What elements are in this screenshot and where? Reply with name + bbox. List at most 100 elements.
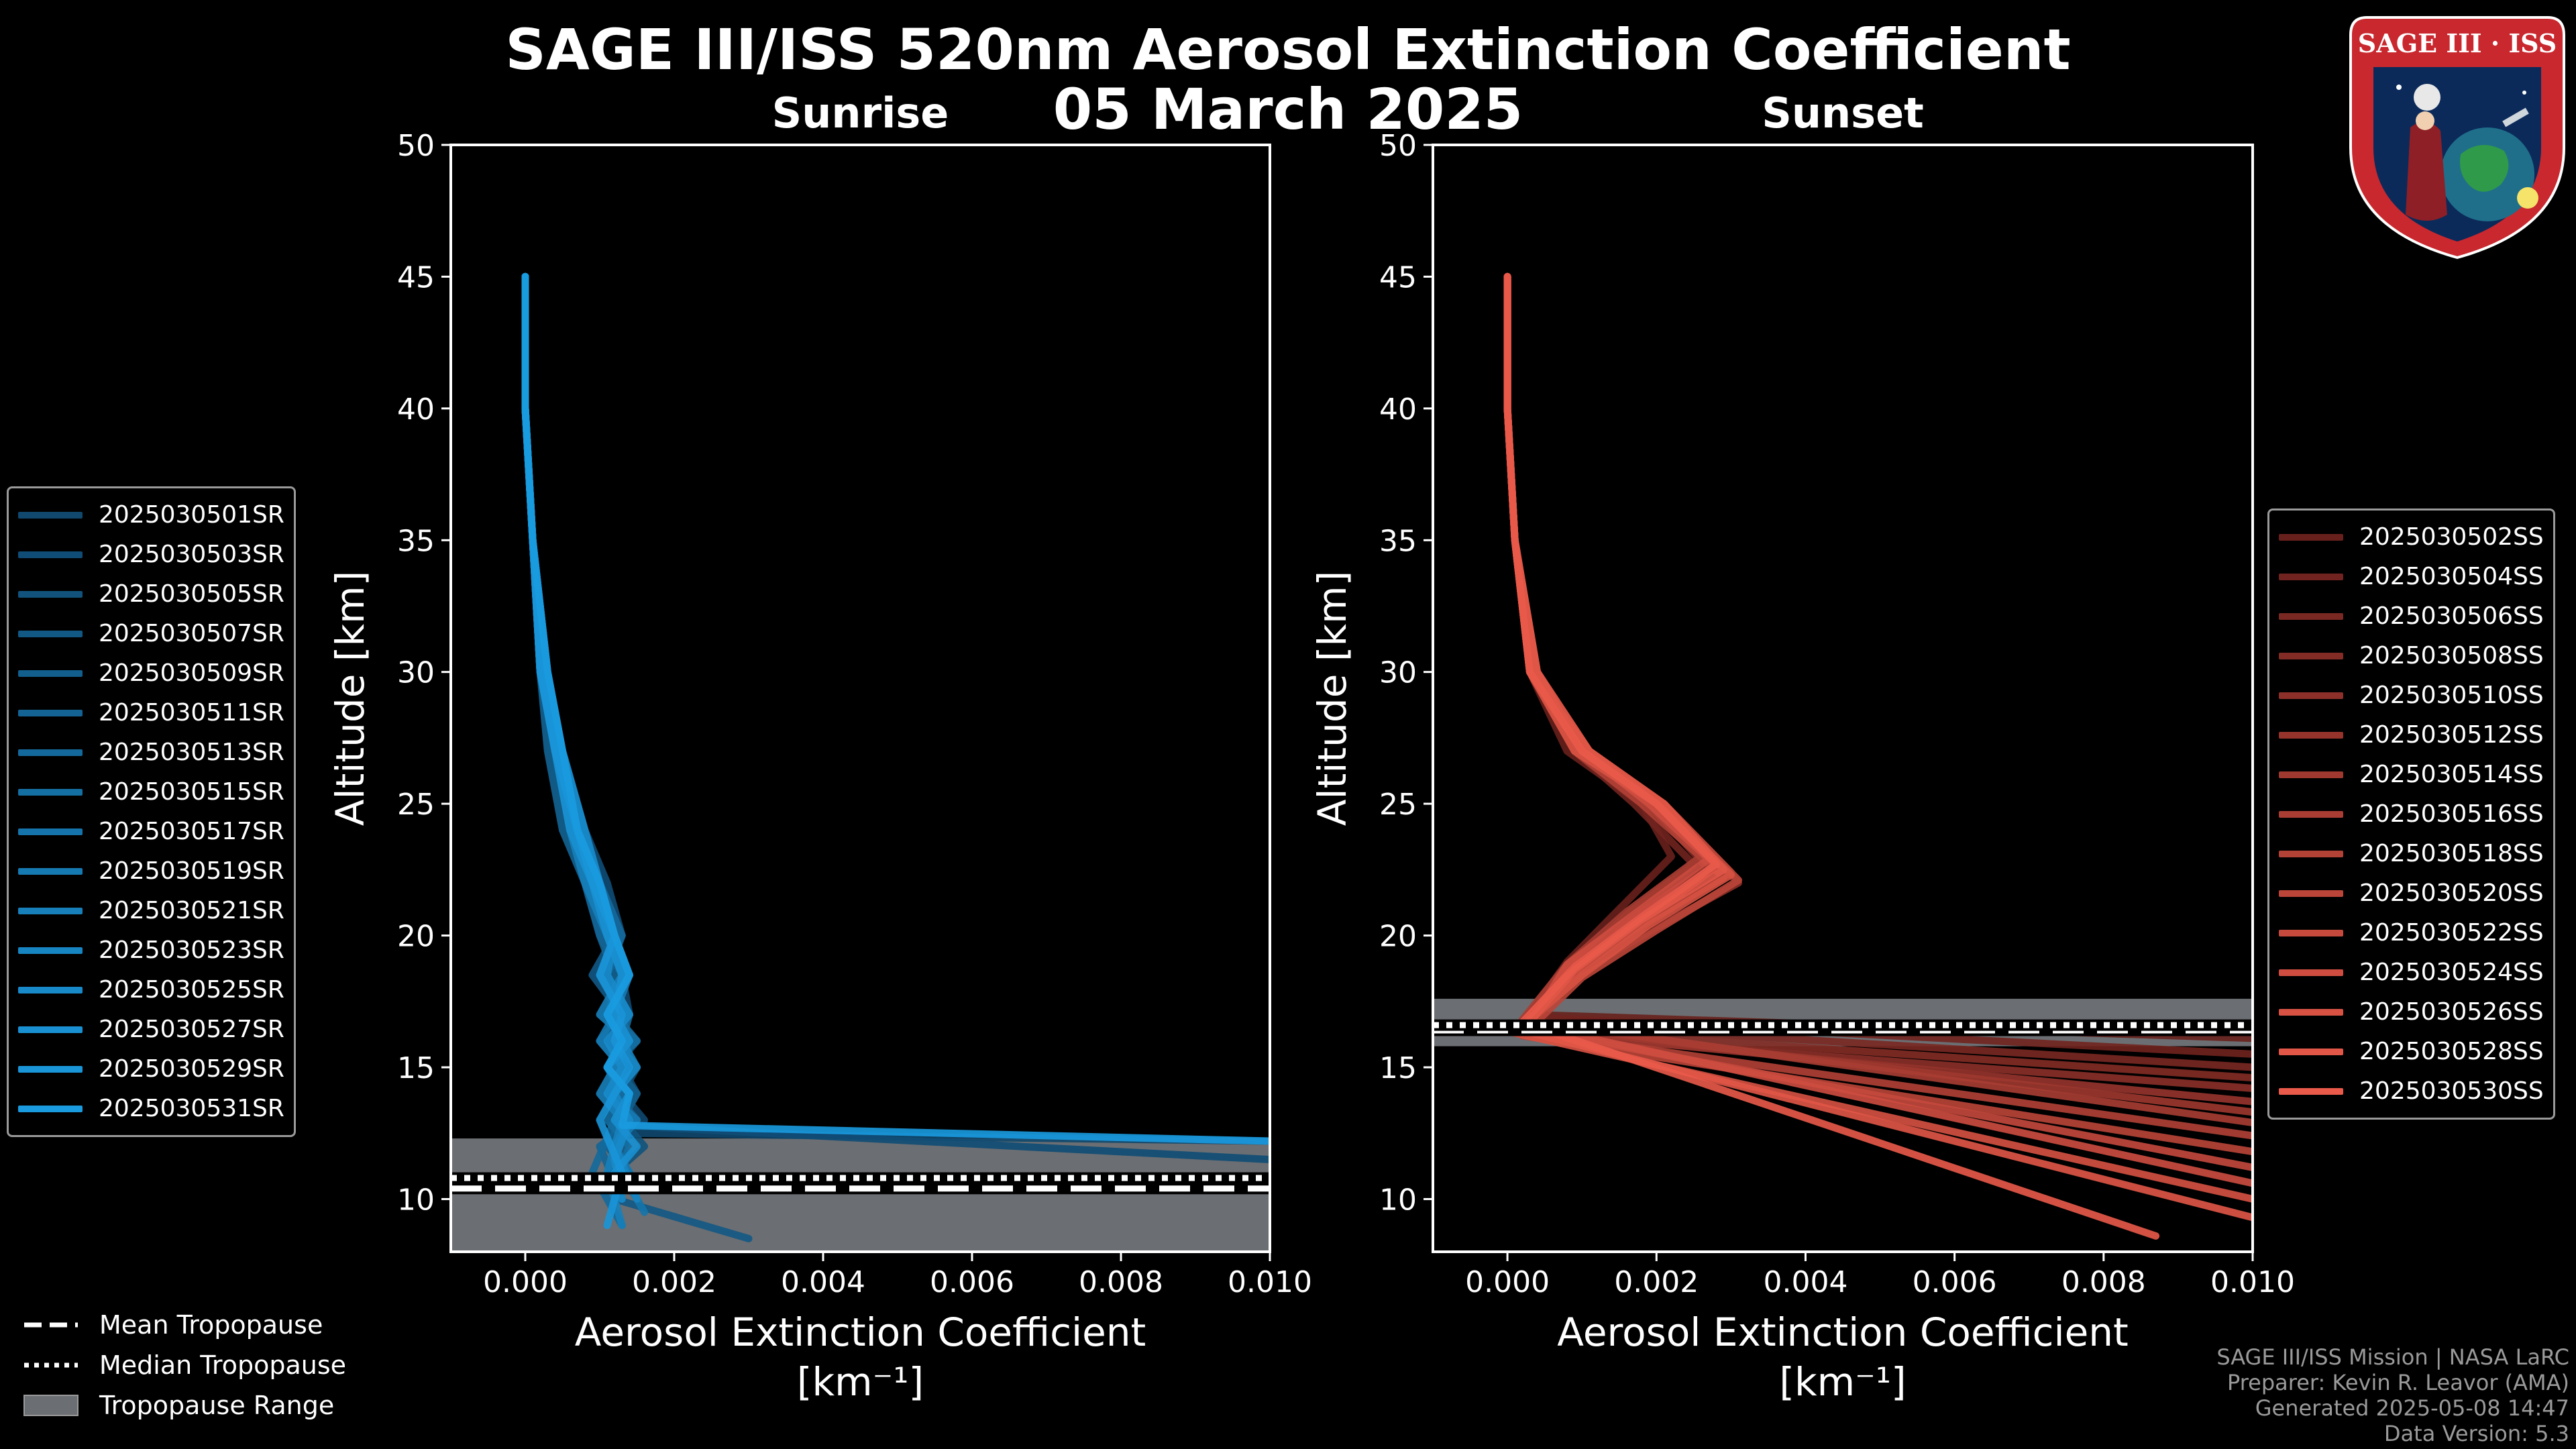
legend-label: 2025030522SS <box>2359 919 2544 947</box>
legend-swatch <box>18 551 83 558</box>
legend-label: 2025030517SR <box>99 818 284 845</box>
legend-entry-2025030517SR: 2025030517SR <box>18 812 284 851</box>
x-tick-label: 0.004 <box>781 1265 865 1299</box>
legend-swatch <box>18 1065 83 1073</box>
legend-swatch <box>18 1026 83 1033</box>
sunset-legend-box: 2025030502SS 2025030504SS 2025030506SS 2025… <box>2267 508 2555 1120</box>
legend-label: 2025030504SS <box>2359 563 2544 590</box>
legend-entry-2025030516SS: 2025030516SS <box>2279 794 2544 834</box>
y-tick-label: 30 <box>397 656 435 690</box>
sunset-panel-title: Sunset <box>1762 89 1924 138</box>
legend-entry-2025030511SR: 2025030511SR <box>18 693 284 733</box>
y-tick-label: 25 <box>397 788 435 822</box>
legend-swatch <box>2279 612 2343 620</box>
legend-label: 2025030523SR <box>99 936 284 964</box>
y-tick-label: 45 <box>1379 260 1417 294</box>
series-line-2025030512SS <box>1503 272 2253 1106</box>
legend-label: 2025030520SS <box>2359 879 2544 907</box>
legend-label: 2025030516SS <box>2359 800 2544 828</box>
legend-swatch <box>18 630 83 637</box>
legend-swatch <box>2279 929 2343 936</box>
legend-swatch <box>2279 652 2343 659</box>
legend-entry-2025030502SS: 2025030502SS <box>2279 517 2544 557</box>
y-tick-label: 35 <box>397 524 435 558</box>
legend-entry-2025030512SS: 2025030512SS <box>2279 715 2544 755</box>
legend-mean-label: Mean Tropopause <box>99 1310 323 1340</box>
legend-label: 2025030530SS <box>2359 1077 2544 1105</box>
legend-entry-2025030525SR: 2025030525SR <box>18 970 284 1010</box>
sunrise-panel-title: Sunrise <box>772 89 949 138</box>
legend-entry-2025030521SR: 2025030521SR <box>18 891 284 930</box>
legend-entry-2025030514SS: 2025030514SS <box>2279 755 2544 794</box>
x-tick-label: 0.006 <box>930 1265 1014 1299</box>
legend-entry-2025030524SS: 2025030524SS <box>2279 953 2544 992</box>
legend-swatch <box>18 590 83 598</box>
legend-swatch <box>18 828 83 835</box>
legend-label: 2025030506SS <box>2359 602 2544 630</box>
legend-swatch <box>2279 1008 2343 1016</box>
legend-swatch <box>18 907 83 914</box>
legend-entry-2025030513SR: 2025030513SR <box>18 733 284 772</box>
legend-entry-2025030509SR: 2025030509SR <box>18 653 284 693</box>
x-tick-label: 0.004 <box>1763 1265 1847 1299</box>
credits-block: SAGE III/ISS Mission | NASA LaRC Prepare… <box>2100 1344 2569 1446</box>
y-tick-label: 15 <box>397 1051 435 1085</box>
dotted-line-icon <box>24 1362 78 1368</box>
legend-entry-2025030528SS: 2025030528SS <box>2279 1032 2544 1071</box>
legend-entry-2025030518SS: 2025030518SS <box>2279 834 2544 873</box>
legend-entry-2025030520SS: 2025030520SS <box>2279 873 2544 913</box>
sunset-y-axis-label: Altitude [km] <box>1309 571 1355 826</box>
legend-swatch <box>18 709 83 716</box>
legend-swatch <box>2279 692 2343 699</box>
legend-label: 2025030501SR <box>99 501 284 529</box>
x-tick-label: 0.000 <box>1465 1265 1550 1299</box>
legend-label: 2025030508SS <box>2359 642 2544 669</box>
legend-entry-2025030506SS: 2025030506SS <box>2279 596 2544 636</box>
legend-label: 2025030502SS <box>2359 523 2544 551</box>
sunrise-x-axis-unit: [km⁻¹] <box>797 1359 924 1405</box>
legend-swatch <box>18 1105 83 1112</box>
legend-swatch <box>2279 771 2343 778</box>
sunrise-y-axis-label: Altitude [km] <box>327 571 373 826</box>
series-line-2025030530SS <box>1503 272 2160 1240</box>
legend-swatch <box>18 511 83 519</box>
legend-entry-2025030507SR: 2025030507SR <box>18 614 284 653</box>
legend-swatch <box>2279 1087 2343 1095</box>
range-swatch-icon <box>23 1395 78 1416</box>
continent-icon <box>2460 145 2509 192</box>
legend-entry-2025030530SS: 2025030530SS <box>2279 1071 2544 1111</box>
series-line-2025030531SR <box>521 272 1270 1145</box>
x-tick-label: 0.006 <box>1913 1265 1997 1299</box>
legend-swatch <box>2279 1048 2343 1055</box>
credit-generated: Generated 2025-05-08 14:47 <box>2255 1395 2569 1421</box>
sunrise-tropopause-range-band <box>451 1138 1270 1252</box>
legend-swatch <box>2279 969 2343 976</box>
legend-label: 2025030527SR <box>99 1016 284 1043</box>
y-tick-label: 40 <box>397 392 435 427</box>
y-tick-label: 35 <box>1379 524 1417 558</box>
x-tick-label: 0.002 <box>1614 1265 1699 1299</box>
tropopause-legend: Mean Tropopause Median Tropopause Tropop… <box>23 1305 346 1426</box>
sun-icon <box>2517 187 2538 209</box>
legend-swatch <box>18 749 83 756</box>
legend-label: 2025030525SR <box>99 976 284 1004</box>
legend-median-label: Median Tropopause <box>99 1350 346 1380</box>
space-station-icon <box>2502 107 2529 127</box>
legend-swatch <box>2279 850 2343 857</box>
sunrise-panel: 10 15 20 25 30 35 40 45 50 0.000 0.002 0.004 0.006 0.… <box>327 89 1312 1405</box>
legend-entry-2025030510SS: 2025030510SS <box>2279 676 2544 715</box>
legend-entry-2025030519SR: 2025030519SR <box>18 851 284 891</box>
y-tick-label: 45 <box>397 260 435 294</box>
y-tick-label: 15 <box>1379 1051 1417 1085</box>
y-tick-label: 25 <box>1379 788 1417 822</box>
legend-swatch <box>18 669 83 677</box>
legend-median-tropopause: Median Tropopause <box>23 1345 346 1385</box>
credit-preparer: Preparer: Kevin R. Leavor (AMA) <box>2226 1370 2569 1395</box>
sunset-axes-frame <box>1432 144 2254 1253</box>
legend-label: 2025030531SR <box>99 1095 284 1122</box>
legend-entry-2025030504SS: 2025030504SS <box>2279 557 2544 596</box>
legend-swatch <box>18 986 83 994</box>
legend-label: 2025030528SS <box>2359 1038 2544 1065</box>
